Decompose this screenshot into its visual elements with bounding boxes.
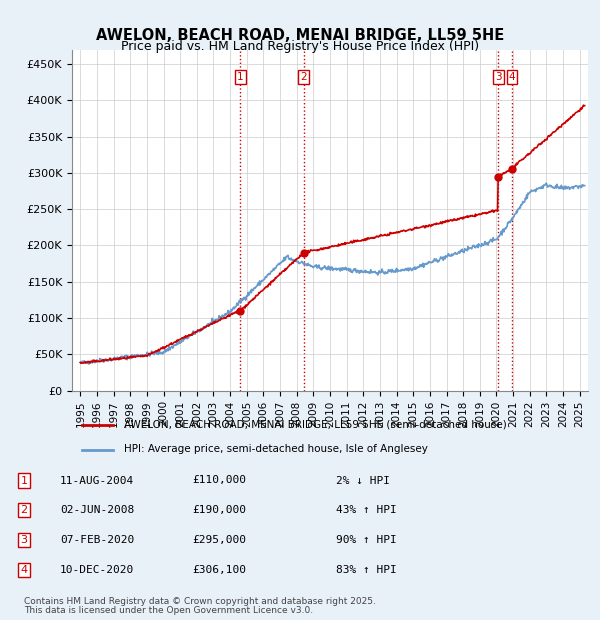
Text: 1: 1 [237,72,244,82]
Text: Contains HM Land Registry data © Crown copyright and database right 2025.: Contains HM Land Registry data © Crown c… [24,597,376,606]
Text: 10-DEC-2020: 10-DEC-2020 [60,565,134,575]
Text: HPI: Average price, semi-detached house, Isle of Anglesey: HPI: Average price, semi-detached house,… [124,445,427,454]
Text: 3: 3 [495,72,502,82]
Text: 3: 3 [20,535,28,545]
Text: AWELON, BEACH ROAD, MENAI BRIDGE, LL59 5HE (semi-detached house): AWELON, BEACH ROAD, MENAI BRIDGE, LL59 5… [124,420,506,430]
Text: 11-AUG-2004: 11-AUG-2004 [60,476,134,485]
Text: 83% ↑ HPI: 83% ↑ HPI [336,565,397,575]
Text: 43% ↑ HPI: 43% ↑ HPI [336,505,397,515]
Text: £295,000: £295,000 [192,535,246,545]
Text: 2: 2 [20,505,28,515]
Text: £306,100: £306,100 [192,565,246,575]
Text: 2% ↓ HPI: 2% ↓ HPI [336,476,390,485]
Text: 90% ↑ HPI: 90% ↑ HPI [336,535,397,545]
Text: AWELON, BEACH ROAD, MENAI BRIDGE, LL59 5HE: AWELON, BEACH ROAD, MENAI BRIDGE, LL59 5… [96,28,504,43]
Text: £190,000: £190,000 [192,505,246,515]
Text: £110,000: £110,000 [192,476,246,485]
Text: 2: 2 [301,72,307,82]
Text: 4: 4 [509,72,515,82]
Text: Price paid vs. HM Land Registry's House Price Index (HPI): Price paid vs. HM Land Registry's House … [121,40,479,53]
Text: This data is licensed under the Open Government Licence v3.0.: This data is licensed under the Open Gov… [24,606,313,615]
Text: 02-JUN-2008: 02-JUN-2008 [60,505,134,515]
Text: 07-FEB-2020: 07-FEB-2020 [60,535,134,545]
Text: 1: 1 [20,476,28,485]
Text: 4: 4 [20,565,28,575]
